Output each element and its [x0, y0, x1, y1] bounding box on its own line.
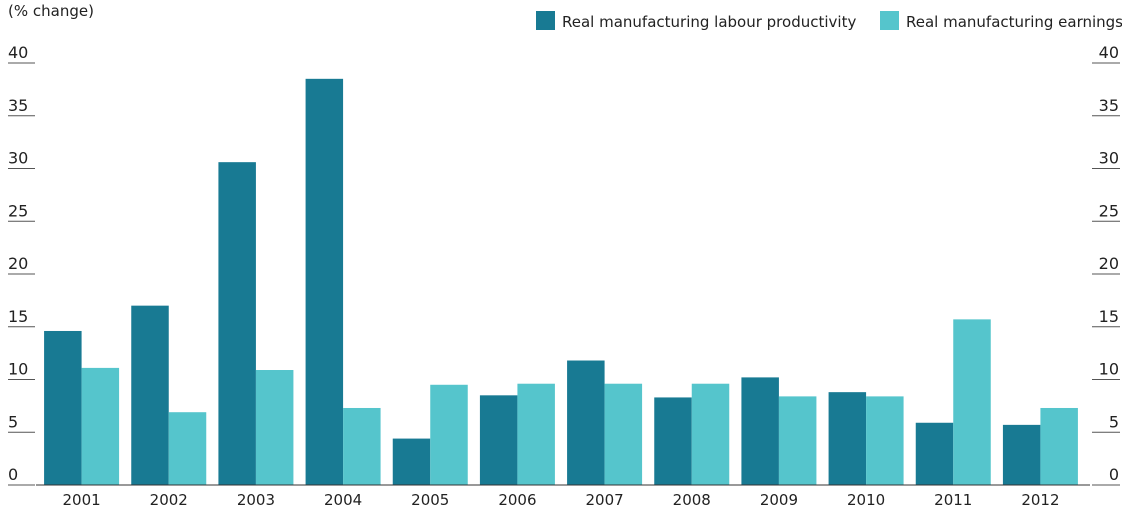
bar-productivity-2004: [305, 78, 344, 485]
bar-earnings-2002: [168, 412, 207, 485]
bars: [44, 78, 1078, 486]
bar-productivity-2001: [44, 330, 82, 485]
x-tick-label-2009: 2009: [760, 491, 798, 509]
bar-earnings-2009: [778, 396, 817, 485]
legend-swatch-productivity: [536, 11, 555, 30]
bar-productivity-2002: [131, 305, 169, 485]
y-axis-ticks: 0 0 5 5 10 10 15 15 20 20 25 25 30 30 35 35 40 40: [8, 43, 1120, 486]
bar-productivity-2006: [479, 395, 518, 485]
y-axis-unit-label: (% change): [8, 2, 94, 20]
bar-earnings-2006: [517, 383, 555, 485]
bar-earnings-2012: [1040, 407, 1078, 485]
y-tick-label-right: 20: [1099, 254, 1119, 273]
x-tick-label-2001: 2001: [62, 491, 100, 509]
y-tick-label-right: 0: [1109, 465, 1119, 484]
y-tick-label-right: 5: [1109, 412, 1119, 431]
y-tick-label-left: 35: [8, 96, 28, 115]
bar-productivity-2009: [741, 377, 779, 485]
bar-earnings-2007: [604, 383, 643, 485]
y-tick-label-left: 0: [8, 465, 18, 484]
x-tick-label-2004: 2004: [324, 491, 362, 509]
bar-earnings-2008: [691, 383, 730, 485]
bar-productivity-2005: [392, 438, 431, 485]
bar-productivity-2012: [1002, 424, 1041, 485]
y-tick-label-right: 25: [1099, 201, 1119, 220]
y-tick-label-right: 35: [1099, 96, 1119, 115]
y-tick-label-left: 5: [8, 412, 18, 431]
bar-earnings-2001: [81, 367, 120, 485]
y-tick-label-left: 25: [8, 201, 28, 220]
bar-productivity-2008: [654, 397, 692, 485]
bar-earnings-2010: [866, 396, 904, 485]
x-tick-label-2012: 2012: [1021, 491, 1059, 509]
y-tick-label-right: 15: [1099, 307, 1119, 326]
bar-productivity-2003: [218, 162, 256, 486]
bar-earnings-2005: [430, 384, 468, 485]
x-tick-label-2003: 2003: [237, 491, 275, 509]
x-axis-labels: 2001 2002 2003 2004 2005 2006 2007 2008 2009 2010…: [62, 491, 1059, 509]
y-tick-label-left: 15: [8, 307, 28, 326]
legend-swatch-earnings: [880, 11, 899, 30]
y-tick-label-left: 30: [8, 149, 28, 168]
bar-earnings-2011: [953, 319, 991, 485]
x-tick-label-2008: 2008: [673, 491, 711, 509]
x-tick-label-2006: 2006: [498, 491, 536, 509]
bar-earnings-2003: [255, 370, 294, 485]
x-tick-label-2010: 2010: [847, 491, 885, 509]
y-tick-label-left: 20: [8, 254, 28, 273]
x-tick-label-2007: 2007: [585, 491, 623, 509]
legend-label-productivity: Real manufacturing labour productivity: [562, 13, 856, 31]
y-tick-label-left: 40: [8, 43, 28, 62]
bar-productivity-2011: [915, 422, 954, 485]
legend: Real manufacturing labour productivity R…: [536, 11, 1122, 31]
y-tick-label-right: 10: [1099, 360, 1119, 379]
y-tick-label-right: 30: [1099, 149, 1119, 168]
y-tick-label-left: 10: [8, 360, 28, 379]
bar-earnings-2004: [343, 407, 381, 485]
x-tick-label-2005: 2005: [411, 491, 449, 509]
x-tick-label-2011: 2011: [934, 491, 972, 509]
bar-productivity-2010: [828, 392, 867, 485]
legend-label-earnings: Real manufacturing earnings: [906, 13, 1122, 31]
bar-productivity-2007: [567, 360, 605, 485]
y-tick-label-right: 40: [1099, 43, 1119, 62]
x-tick-label-2002: 2002: [150, 491, 188, 509]
